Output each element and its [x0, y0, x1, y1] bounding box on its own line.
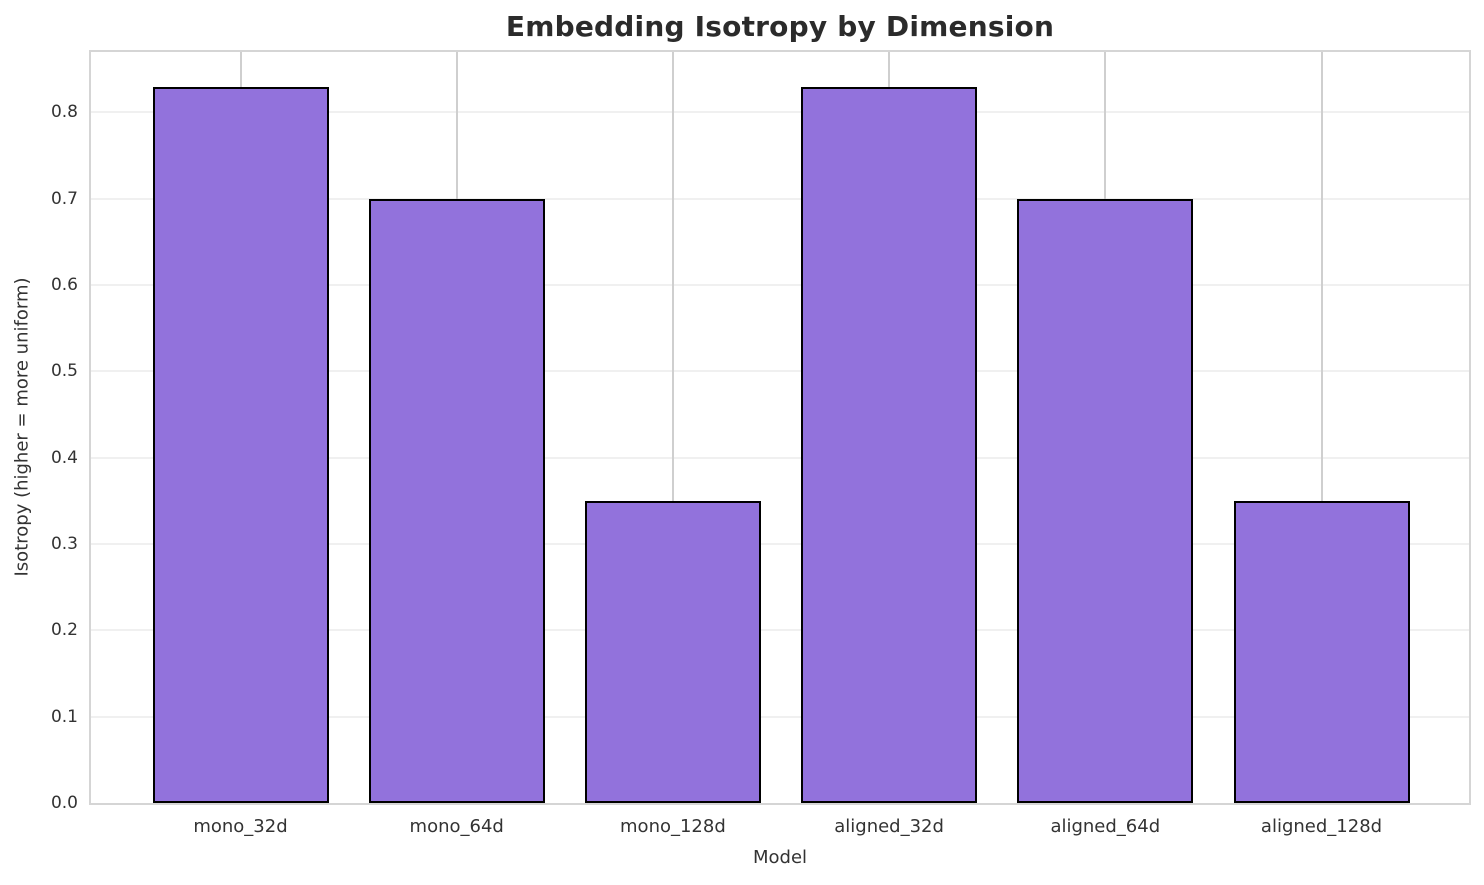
y-tick-label: 0.4 [50, 447, 78, 468]
y-gridline [91, 284, 1469, 287]
y-tick-label: 0.3 [50, 534, 78, 555]
bar-aligned_32d [801, 87, 978, 803]
x-gridline [1320, 52, 1323, 803]
x-tick-label-mono_128d: mono_128d [620, 816, 726, 837]
bar-aligned_128d [1233, 501, 1410, 803]
y-axis-label-text: Isotropy (higher = more uniform) [11, 277, 33, 577]
y-gridline [91, 715, 1469, 718]
y-gridline [91, 370, 1469, 373]
x-tick-label-aligned_32d: aligned_32d [834, 816, 944, 837]
y-tick-label: 0.1 [50, 706, 78, 727]
y-gridline [91, 197, 1469, 200]
x-axis-label: Model [752, 847, 808, 868]
y-tick-label: 0.2 [50, 620, 78, 641]
y-gridline [91, 111, 1469, 114]
y-tick-label: 0.0 [50, 793, 78, 813]
chart-title: Embedding Isotropy by Dimension [505, 10, 1055, 43]
bar-aligned_64d [1017, 199, 1194, 803]
y-tick-label: 0.6 [50, 275, 78, 296]
bar-mono_64d [368, 199, 545, 803]
bar-mono_128d [584, 501, 761, 803]
plot-area [89, 50, 1471, 805]
x-tick-label-aligned_64d: aligned_64d [1050, 816, 1161, 837]
y-tick-label: 0.8 [50, 102, 78, 123]
y-gridline [91, 543, 1469, 546]
bar-mono_32d [152, 87, 329, 803]
x-tick-label-mono_32d: mono_32d [193, 816, 288, 837]
x-tick-label-mono_64d: mono_64d [409, 816, 504, 837]
y-tick-label: 0.7 [50, 188, 78, 209]
y-tick-label: 0.5 [50, 361, 78, 382]
y-gridline [91, 629, 1469, 632]
x-gridline [671, 52, 674, 803]
x-tick-label-aligned_128d: aligned_128d [1260, 816, 1383, 837]
y-gridline [91, 456, 1469, 459]
